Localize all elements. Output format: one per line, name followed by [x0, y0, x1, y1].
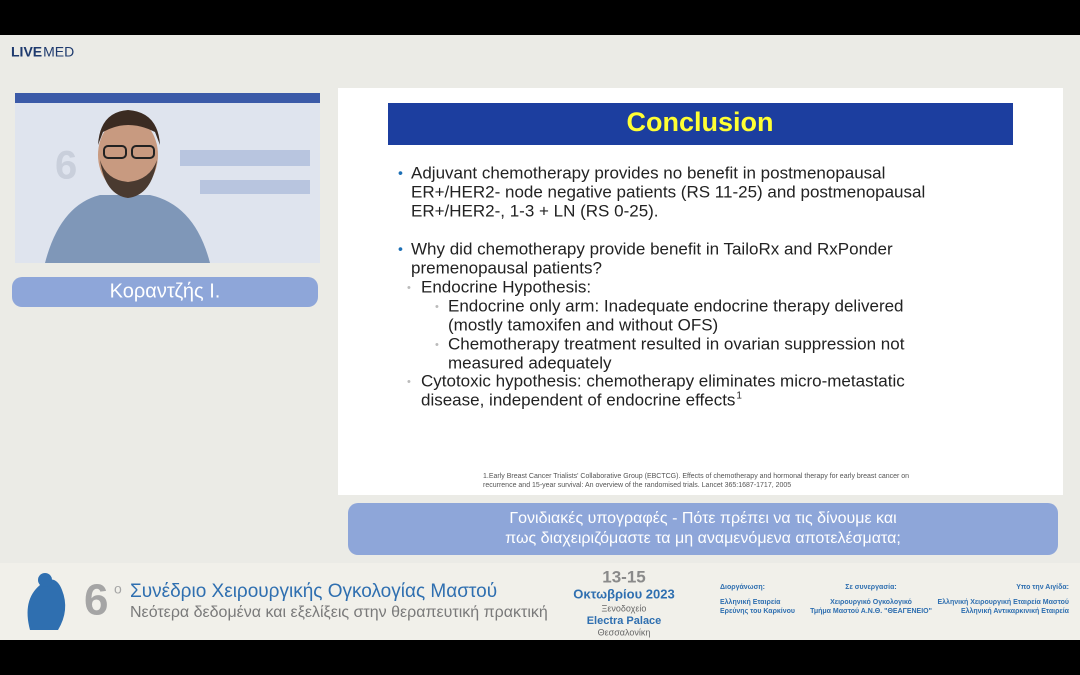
footnote: recurrence and 15-year survival: An over… [483, 482, 791, 489]
bullet-line: Endocrine only arm: Inadequate endocrine… [448, 296, 904, 315]
banner-number: 6 [84, 576, 108, 625]
banner-label: Σε συνεργασία: [845, 584, 896, 591]
bullet-marker: • [435, 339, 439, 351]
bullet-line: Why did chemotherapy provide benefit in … [411, 239, 893, 258]
bullet-marker: • [407, 282, 411, 294]
banner-logo [18, 568, 78, 636]
bullet-line: Cytotoxic hypothesis: chemotherapy elimi… [421, 371, 905, 390]
speaker-name: Κοραντζής Ι. [110, 280, 221, 302]
speaker-video: 6 [15, 93, 320, 263]
banner-title: Συνέδριο Χειρουργικής Ογκολογίας Μαστού [130, 581, 497, 602]
bullet-line: premenopausal patients? [411, 258, 602, 277]
banner-venue: Θεσσαλονίκη [598, 627, 651, 637]
banner-org: Τμήμα Μαστού Α.Ν.Θ. "ΘΕΑΓΕΝΕΙΟ" [810, 608, 932, 615]
banner-dates: 13-15 [602, 567, 645, 586]
bullet-line: (mostly tamoxifen and without OFS) [448, 315, 718, 334]
speaker-pill [12, 277, 318, 307]
banner-org: Ελληνική Αντικαρκινική Εταιρεία [961, 607, 1070, 615]
logo-live: LIVE [11, 44, 42, 60]
bullet-line: Endocrine Hypothesis: [421, 277, 591, 296]
footnote: 1.Early Breast Cancer Trialists' Collabo… [483, 473, 909, 480]
bullet-line: measured adequately [448, 353, 612, 372]
bullet-line: ER+/HER2-, 1-3 + LN (RS 0-25). [411, 201, 659, 220]
bullet-marker: • [435, 301, 439, 313]
banner-label: Διοργάνωση: [720, 584, 765, 591]
banner-ordinal: ο [114, 581, 122, 597]
slide [338, 88, 1063, 495]
caption-line: Γονιδιακές υπογραφές - Πότε πρέπει να τι… [509, 510, 897, 527]
banner-org: Χειρουργικό Ογκολογικό [830, 598, 912, 606]
slide-title-bar [388, 103, 1013, 145]
superscript: 1 [736, 391, 742, 402]
banner-subtitle: Νεότερα δεδομένα και εξελίξεις στην θερα… [130, 604, 548, 621]
banner-venue: Electra Palace [587, 615, 662, 627]
banner-label: Υπο την Αιγίδα: [1016, 584, 1069, 591]
bullet-line: ER+/HER2- node negative patients (RS 11-… [411, 182, 925, 201]
bullet-line: Chemotherapy treatment resulted in ovari… [448, 334, 905, 353]
banner-venue: Ξενοδοχείο [602, 603, 647, 613]
svg-text:6: 6 [55, 144, 77, 188]
banner-month: Οκτωβρίου 2023 [573, 586, 674, 601]
bullet-marker: • [398, 165, 403, 181]
bullet-marker: • [398, 241, 403, 257]
bullet-line: disease, independent of endocrine effect… [421, 390, 735, 409]
logo-med: MED [43, 44, 74, 60]
caption-line: πως διαχειριζόμαστε τα μη αναμενόμενα απ… [505, 530, 901, 547]
bullet-line: Adjuvant chemotherapy provides no benefi… [411, 163, 885, 182]
banner-org: Ελληνική Χειρουργική Εταιρεία Μαστού [938, 598, 1070, 606]
banner [0, 563, 1080, 640]
slide-title: Conclusion [627, 107, 774, 137]
banner-org: Ελληνική Εταιρεία [720, 598, 781, 606]
caption-pill [348, 503, 1058, 555]
banner-org: Ερεύνης του Καρκίνου [720, 608, 795, 615]
bullet-marker: • [407, 376, 411, 388]
